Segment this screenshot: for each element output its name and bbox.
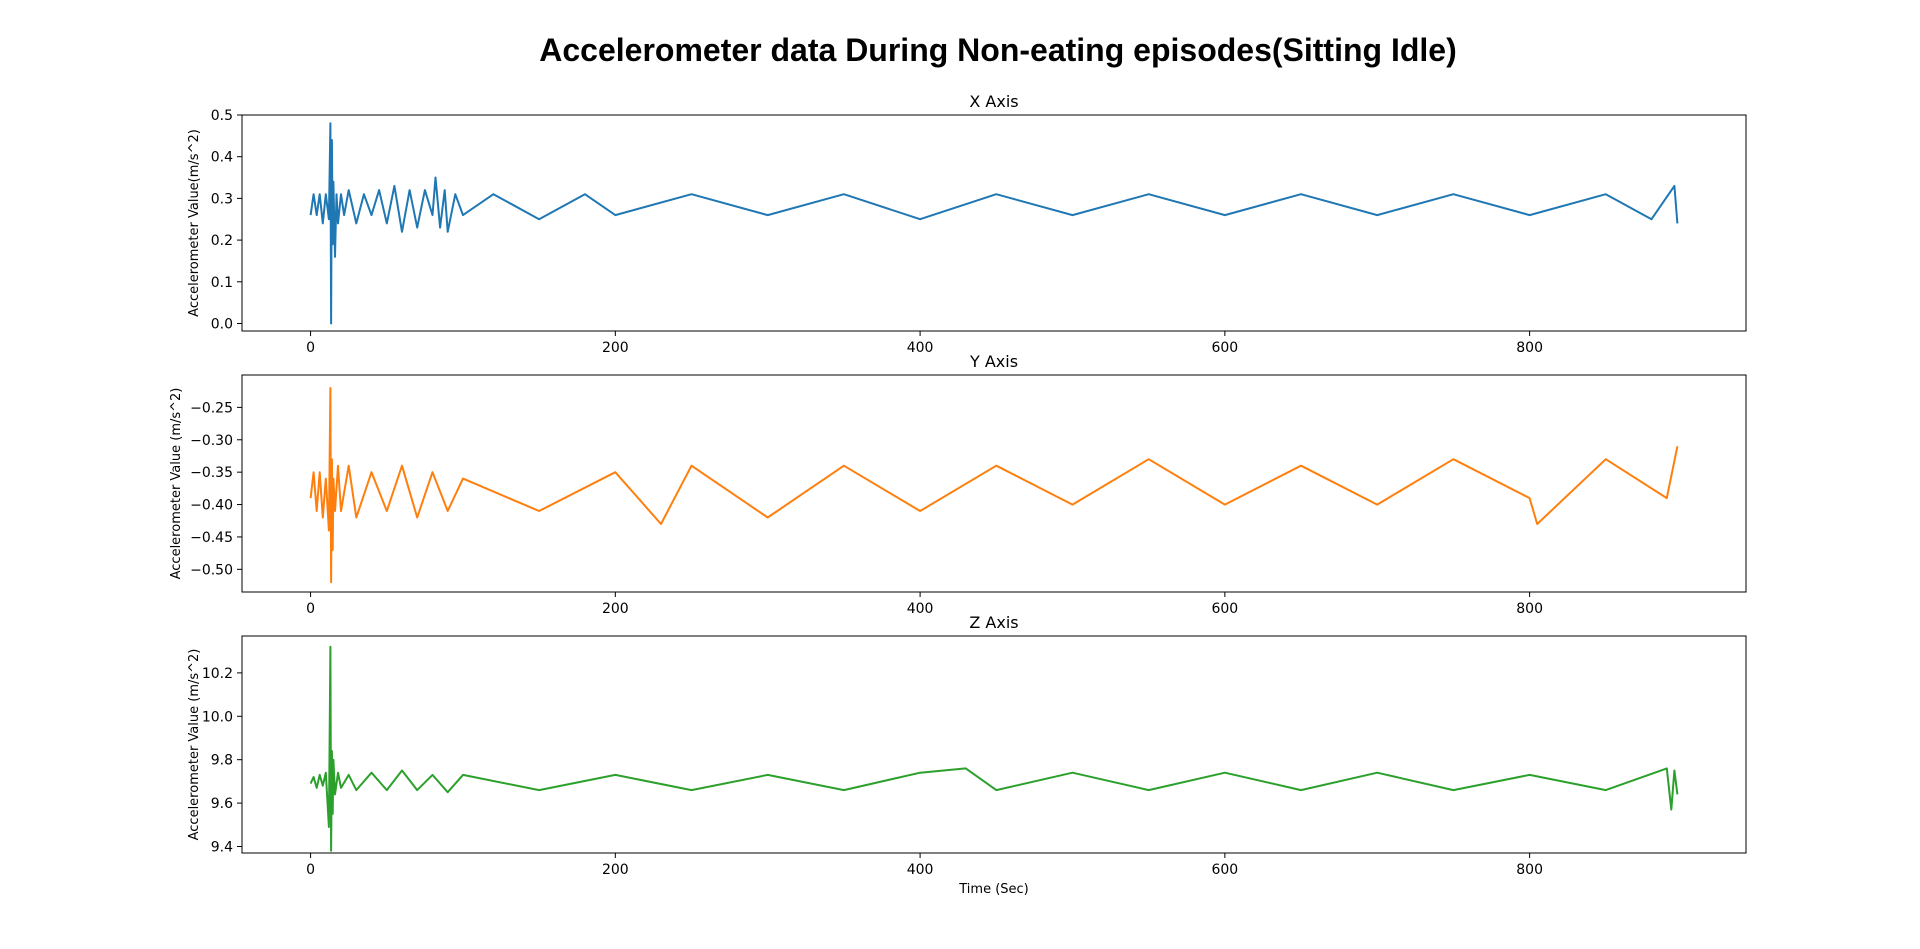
x-tick-label: 600 bbox=[1211, 862, 1238, 878]
y-tick-label: 9.8 bbox=[211, 753, 233, 769]
x-tick-label: 400 bbox=[907, 340, 934, 356]
subplot-title: X Axis bbox=[969, 92, 1018, 111]
y-tick-label: 10.0 bbox=[202, 709, 233, 725]
y-tick-label: 0.3 bbox=[211, 191, 233, 207]
y-tick-label: 0.2 bbox=[211, 233, 233, 249]
x-tick-label: 800 bbox=[1516, 601, 1543, 617]
y-tick-label: 0.1 bbox=[211, 275, 233, 291]
y-tick-label: −0.50 bbox=[190, 562, 233, 578]
series-line bbox=[309, 387, 1679, 584]
subplot-title: Y Axis bbox=[969, 352, 1018, 371]
plot-frame bbox=[241, 374, 1747, 593]
y-tick-label: −0.35 bbox=[190, 465, 233, 481]
subplot-title: Z Axis bbox=[969, 613, 1018, 632]
x-axis-label: Time (Sec) bbox=[958, 882, 1029, 897]
x-tick-label: 200 bbox=[602, 340, 629, 356]
y-tick-label: 9.6 bbox=[211, 796, 233, 812]
y-tick-label: −0.25 bbox=[190, 400, 233, 416]
x-tick-label: 200 bbox=[602, 862, 629, 878]
x-tick-label: 800 bbox=[1516, 862, 1543, 878]
y-axis-label: Accelerometer Value (m/s^2) bbox=[169, 388, 184, 580]
y-tick-label: 0.4 bbox=[211, 150, 233, 166]
x-tick-label: 0 bbox=[306, 340, 315, 356]
x-tick-label: 400 bbox=[907, 601, 934, 617]
subplot-2: Y Axis 0 200 400 600 800 −0.50 −0.45 −0.40 −0.35 −… bbox=[169, 352, 1747, 617]
subplot-3: Z Axis 0 200 400 600 800 9.4 9.6 9.8 10.0 10.2Acce… bbox=[187, 613, 1747, 897]
plot-frame bbox=[241, 114, 1747, 332]
x-tick-label: 800 bbox=[1516, 340, 1543, 356]
subplot-1: X Axis 0 200 400 600 800 0.0 0.1 0.2 0.3 0.4 0.5 Acc… bbox=[187, 92, 1747, 356]
y-tick-label: 9.4 bbox=[211, 839, 233, 855]
x-tick-label: 600 bbox=[1211, 340, 1238, 356]
x-tick-label: 600 bbox=[1211, 601, 1238, 617]
series-line bbox=[309, 645, 1679, 852]
series-line bbox=[309, 122, 1679, 325]
y-axis-label: Accelerometer Value(m/s^2) bbox=[187, 129, 202, 317]
x-tick-label: 0 bbox=[306, 862, 315, 878]
x-tick-label: 200 bbox=[602, 601, 629, 617]
x-tick-label: 400 bbox=[907, 862, 934, 878]
subplots: X Axis 0 200 400 600 800 0.0 0.1 0.2 0.3 0.4 0.5 Acc… bbox=[169, 92, 1747, 897]
y-tick-label: −0.40 bbox=[190, 498, 233, 514]
y-axis-label: Accelerometer Value (m/s^2) bbox=[187, 649, 202, 841]
plot-frame bbox=[241, 635, 1747, 854]
y-tick-label: 0.0 bbox=[211, 316, 233, 332]
figure-title: Accelerometer data During Non-eating epi… bbox=[539, 32, 1456, 68]
y-tick-label: −0.30 bbox=[190, 433, 233, 449]
x-tick-label: 0 bbox=[306, 601, 315, 617]
y-tick-label: 10.2 bbox=[202, 666, 233, 682]
y-tick-label: 0.5 bbox=[211, 108, 233, 124]
y-tick-label: −0.45 bbox=[190, 530, 233, 546]
